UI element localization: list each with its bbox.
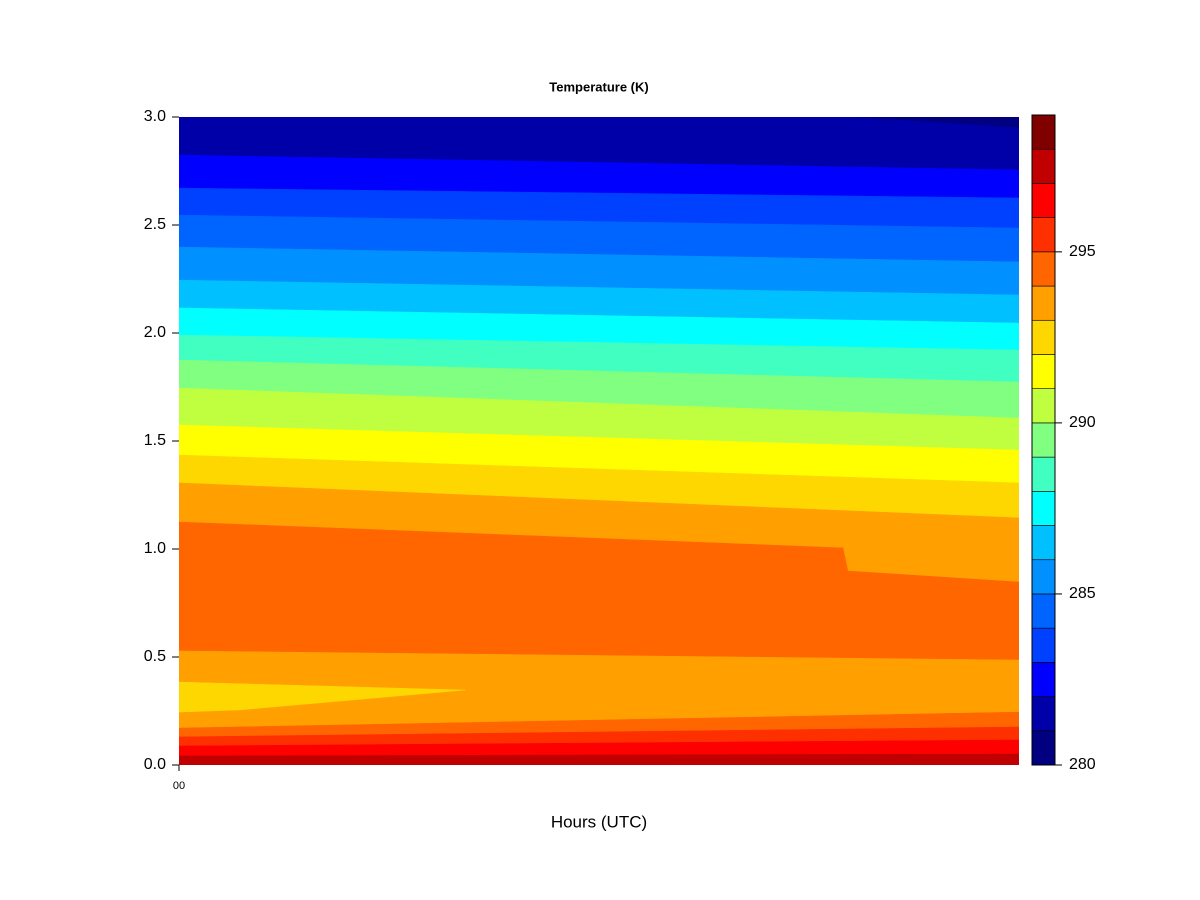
colorbar-frame — [1031, 114, 1056, 766]
colorbar-tick-label: 285 — [1069, 585, 1096, 602]
colorbar-band — [1031, 183, 1056, 218]
colorbar-band — [1031, 148, 1056, 184]
colorbar-band — [1031, 627, 1056, 663]
colorbar-band — [1031, 319, 1056, 355]
colorbar-tick-label: 295 — [1069, 243, 1096, 260]
colorbar-band — [1031, 456, 1056, 492]
y-tick-label: 0.5 — [144, 648, 166, 665]
colorbar-band — [1031, 285, 1056, 321]
colorbar-band — [1031, 491, 1056, 526]
colorbar-band — [1031, 559, 1056, 595]
x-tick-label: 00 — [173, 780, 185, 792]
contour-region — [179, 753, 1019, 765]
colorbar-tick-label: 290 — [1069, 414, 1096, 431]
y-tick-label: 0.0 — [144, 756, 166, 773]
colorbar-band — [1031, 217, 1056, 253]
y-tick-label: 2.5 — [144, 216, 166, 233]
colorbar-band — [1031, 114, 1056, 150]
y-tick-label: 3.0 — [144, 108, 166, 125]
colorbar-band — [1031, 388, 1056, 424]
y-tick-label: 2.0 — [144, 324, 166, 341]
y-tick-label: 1.0 — [144, 540, 166, 557]
chart-title: Temperature (K) — [549, 79, 648, 94]
colorbar-band — [1031, 422, 1056, 458]
colorbar-band — [1031, 662, 1056, 697]
colorbar-tick-label: 280 — [1069, 756, 1096, 773]
colorbar-band — [1031, 593, 1056, 629]
colorbar-band — [1031, 730, 1056, 766]
y-tick-label: 1.5 — [144, 432, 166, 449]
contour-region — [179, 681, 465, 713]
colorbar-band — [1031, 525, 1056, 561]
plot-area — [179, 117, 1019, 765]
x-axis-label: Hours (UTC) — [551, 812, 647, 831]
colorbar-band — [1031, 251, 1056, 287]
colorbar-band — [1031, 354, 1056, 389]
colorbar-band — [1031, 696, 1056, 732]
